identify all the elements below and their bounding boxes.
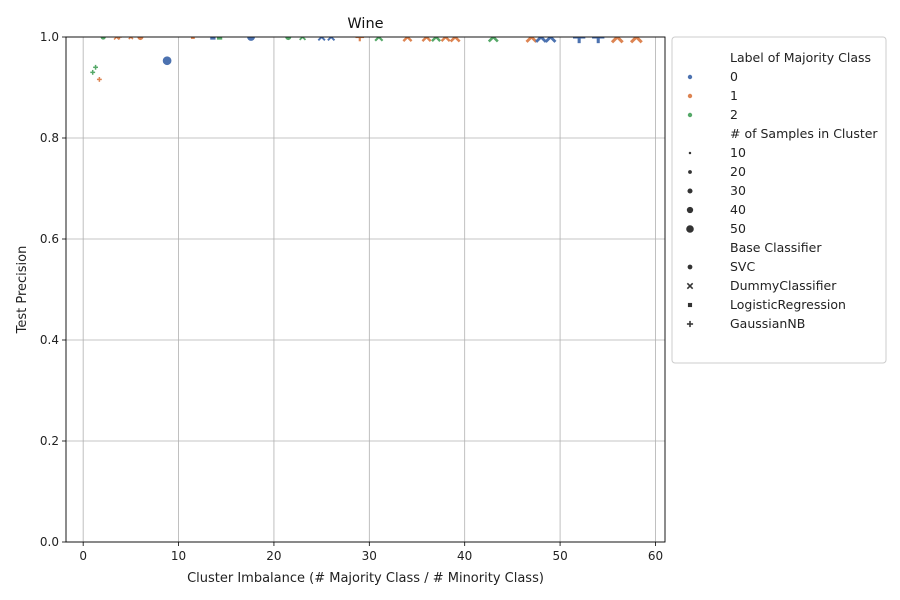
legend-size-marker — [685, 224, 695, 234]
data-point — [449, 37, 461, 43]
x-tick-label: 50 — [552, 549, 567, 563]
legend-hue-marker — [687, 112, 694, 119]
data-point — [610, 37, 624, 44]
x-tick-label: 10 — [171, 549, 186, 563]
legend-size-marker — [687, 150, 693, 156]
x-tick-label: 30 — [362, 549, 377, 563]
legend-style-marker — [687, 302, 693, 308]
data-point — [161, 55, 173, 66]
chart-title: Wine — [347, 16, 383, 32]
legend-size-marker — [686, 187, 694, 195]
y-tick-label: 0.8 — [40, 131, 59, 145]
legend-hue-title: Label of Majority Class — [730, 50, 871, 65]
legend-style-label: GaussianNB — [730, 316, 805, 331]
data-point — [317, 37, 326, 41]
legend-style-label: SVC — [730, 259, 755, 274]
legend-style-title: Base Classifier — [730, 240, 822, 255]
x-tick-label: 40 — [457, 549, 472, 563]
data-points — [90, 37, 643, 82]
x-axis-label: Cluster Imbalance (# Majority Class / # … — [187, 571, 544, 586]
data-point — [116, 37, 122, 40]
data-point — [190, 37, 196, 40]
data-point — [90, 69, 96, 75]
legend-size-label: 30 — [730, 183, 746, 198]
data-point — [629, 37, 643, 44]
y-tick-label: 0.4 — [40, 333, 59, 347]
legend-size-label: 10 — [730, 145, 746, 160]
data-point — [355, 37, 365, 42]
legend-size-marker — [686, 206, 694, 214]
data-point — [327, 37, 336, 41]
x-tick-label: 20 — [266, 549, 281, 563]
y-axis-label: Test Precision — [15, 246, 30, 335]
legend-hue-marker — [687, 93, 694, 100]
data-point — [535, 37, 547, 43]
x-tick-label: 0 — [79, 549, 87, 563]
legend-size-title: # of Samples in Cluster — [730, 126, 878, 141]
legend-style-marker — [686, 282, 694, 290]
data-point — [572, 37, 586, 44]
data-point — [299, 37, 307, 41]
data-point — [421, 37, 432, 42]
legend-hue-marker — [687, 74, 694, 81]
data-point — [93, 64, 98, 70]
data-point — [402, 37, 413, 42]
legend: Label of Majority Class 0 1 2 # of Samples i… — [671, 36, 887, 364]
data-point — [216, 37, 223, 41]
data-point — [525, 37, 538, 43]
x-tick-label: 60 — [648, 549, 663, 563]
legend-size-marker — [687, 169, 693, 175]
y-tick-label: 0.2 — [40, 434, 59, 448]
plot-frame — [65, 36, 666, 543]
data-point — [246, 37, 256, 42]
legend-size-label: 50 — [730, 221, 746, 236]
data-point — [440, 37, 451, 42]
legend-size-label: 40 — [730, 202, 746, 217]
legend-box — [671, 36, 887, 364]
legend-style-marker — [686, 320, 694, 328]
y-axis-ticks: 0.0 0.2 0.4 0.6 0.8 1.0 — [40, 30, 66, 549]
data-point — [96, 77, 102, 82]
y-tick-label: 1.0 — [40, 30, 59, 44]
data-point — [544, 37, 557, 43]
legend-style-label: LogisticRegression — [730, 297, 846, 312]
data-point — [374, 37, 384, 42]
legend-style-label: DummyClassifier — [730, 278, 837, 293]
data-point — [592, 37, 605, 44]
legend-hue-label: 2 — [730, 107, 738, 122]
data-point — [487, 37, 499, 43]
y-tick-label: 0.0 — [40, 535, 59, 549]
data-point — [431, 37, 442, 42]
data-point — [113, 37, 120, 41]
data-point — [209, 37, 217, 41]
legend-size-label: 20 — [730, 164, 746, 179]
legend-hue-label: 0 — [730, 69, 738, 84]
legend-hue-label: 1 — [730, 88, 738, 103]
legend-style-marker — [686, 263, 694, 271]
x-axis-ticks: 0 10 20 30 40 50 60 — [79, 542, 663, 563]
y-tick-label: 0.6 — [40, 232, 59, 246]
data-point — [128, 37, 134, 40]
grid-lines — [66, 36, 665, 543]
